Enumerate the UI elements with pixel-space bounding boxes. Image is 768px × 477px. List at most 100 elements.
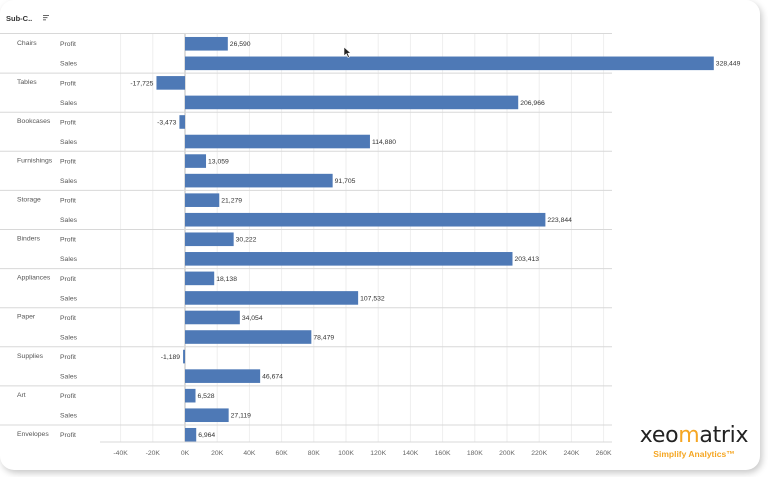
data-label: 114,880 [372,139,396,146]
data-label: 13,059 [208,158,229,165]
x-tick-label: 220K [531,450,547,457]
data-label: 27,119 [231,413,252,420]
sort-icon [43,15,49,21]
bar-profit [185,271,215,286]
data-label: 91,705 [335,178,356,185]
x-tick-label: 80K [308,450,321,457]
bar-sales [185,330,312,344]
x-tick-label: 40K [243,450,256,457]
data-label: 206,966 [520,100,545,107]
x-tick-label: 120K [370,450,386,457]
bar-sales [185,291,359,305]
data-label: 6,528 [198,393,215,400]
category-label: Appliances [17,275,51,282]
data-label: 328,449 [716,61,741,68]
category-label: Furnishings [17,157,53,164]
x-tick-label: 140K [402,450,418,457]
data-label: -3,473 [157,119,176,126]
logo-wordmark: xeomatrix [628,424,760,448]
data-label: 46,674 [262,374,283,381]
bar-sales [185,56,714,71]
data-label: 203,413 [514,256,539,263]
measure-label: Sales [60,334,78,341]
measure-label: Sales [60,139,78,146]
x-tick-label: -20K [146,450,161,457]
bar-profit [185,232,234,247]
measure-label: Sales [60,61,78,68]
category-label: Binders [17,236,41,243]
bar-sales [185,173,333,188]
bar-profit [156,76,185,90]
category-label: Tables [17,79,37,86]
x-tick-label: 160K [435,450,451,457]
logo-name-part2: atrix [699,423,749,448]
x-tick-label: 100K [338,450,354,457]
bar-profit [185,154,207,168]
data-label: 223,844 [547,217,572,224]
category-label: Storage [17,196,41,203]
measure-label: Profit [60,41,76,48]
data-label: -17,725 [130,80,153,87]
x-tick-label: 200K [499,450,515,457]
logo-name-accent: m [678,423,700,448]
measure-label: Profit [60,158,76,165]
category-label: Paper [17,314,36,321]
category-label: Supplies [17,353,44,360]
mouse-cursor-icon [343,46,352,58]
measure-label: Profit [60,198,76,205]
category-label: Chairs [17,40,37,47]
category-label: Envelopes [17,431,49,438]
bar-profit [185,388,196,403]
measure-label: Profit [60,119,76,126]
data-label: 21,279 [221,198,242,205]
measure-label: Sales [60,295,78,302]
bar-sales [185,252,513,266]
bar-sales [185,408,229,423]
data-label: 6,964 [198,432,215,439]
bar-profit [179,115,185,129]
measure-label: Profit [60,237,76,244]
xeomatrix-logo: xeomatrix Simplify Analytics™ [628,424,760,460]
measure-label: Sales [60,413,78,420]
bar-chart: Sub-C.. Chairs Profit 26,590 Sales 328,449 Tab… [0,14,741,457]
column-header: Sub-C.. [6,14,32,23]
bar-sales [185,134,370,149]
logo-name-part1: xeo [639,423,679,448]
dashboard-frame: Sub-C.. Chairs Profit 26,590 Sales 328,449 Tab… [0,14,760,460]
data-label: 18,138 [216,276,237,283]
measure-label: Profit [60,393,76,400]
bar-profit [185,427,197,442]
measure-label: Sales [60,100,78,107]
x-tick-label: -40K [113,450,128,457]
data-label: 78,479 [313,334,334,341]
measure-label: Sales [60,217,78,224]
measure-label: Sales [60,374,78,381]
x-tick-label: 180K [467,450,483,457]
measure-label: Sales [60,178,78,185]
bar-profit [185,310,240,325]
x-tick-label: 260K [596,450,612,457]
bar-profit [185,193,220,207]
data-label: 26,590 [230,41,251,48]
data-label: 107,532 [360,295,385,302]
category-label: Bookcases [17,118,51,125]
measure-label: Profit [60,276,76,283]
x-tick-label: 60K [276,450,289,457]
data-label: 30,222 [236,237,257,244]
bar-profit [185,36,228,51]
measure-label: Sales [60,256,78,263]
bar-profit [183,349,185,364]
logo-tagline: Simplify Analytics™ [653,449,735,459]
data-label: -1,189 [161,354,180,361]
category-label: Art [17,392,26,399]
x-tick-label: 0K [181,450,190,457]
x-tick-label: 20K [211,450,224,457]
measure-label: Profit [60,80,76,87]
measure-label: Profit [60,354,76,361]
bar-sales [185,95,519,110]
measure-label: Profit [60,432,76,439]
bar-sales [185,212,546,227]
x-tick-label: 240K [563,450,579,457]
bar-sales [185,369,261,383]
measure-label: Profit [60,315,76,322]
